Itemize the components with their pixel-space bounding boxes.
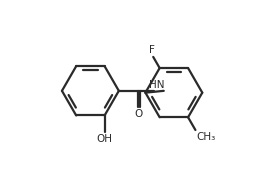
Text: OH: OH: [97, 134, 113, 144]
Text: F: F: [149, 45, 155, 55]
Text: CH₃: CH₃: [196, 132, 215, 142]
Text: HN: HN: [149, 80, 164, 90]
Text: O: O: [134, 109, 142, 119]
